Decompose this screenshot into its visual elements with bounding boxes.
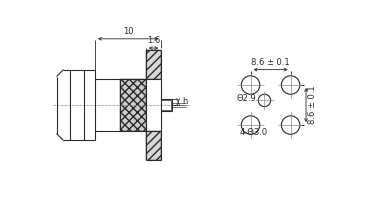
Polygon shape <box>146 131 161 161</box>
Text: Θ2.9: Θ2.9 <box>237 94 257 103</box>
Text: 1.6: 1.6 <box>147 36 160 45</box>
Polygon shape <box>146 50 161 79</box>
Text: 8.6 ± 0.1: 8.6 ± 0.1 <box>308 86 317 124</box>
Text: h: h <box>182 98 187 106</box>
Polygon shape <box>120 79 146 131</box>
Text: 4-Θ3.0: 4-Θ3.0 <box>240 128 268 137</box>
Text: 10: 10 <box>123 27 134 36</box>
Text: 8.6 ± 0.1: 8.6 ± 0.1 <box>251 58 290 67</box>
